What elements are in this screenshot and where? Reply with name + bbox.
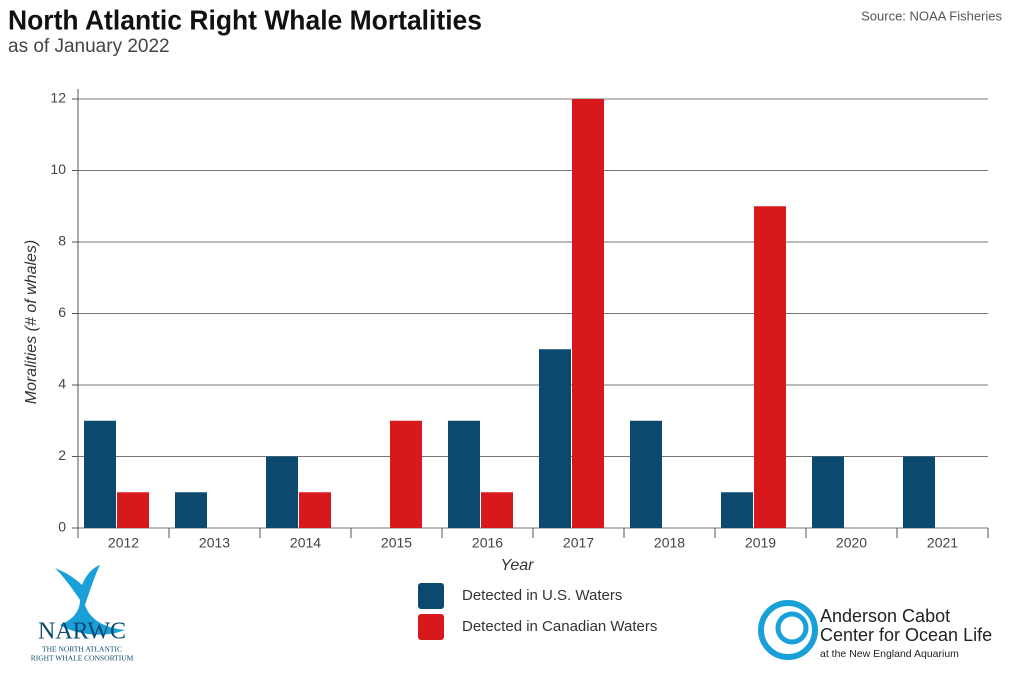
chart-subtitle: as of January 2022 xyxy=(8,36,170,57)
bar xyxy=(117,492,149,528)
chart-title: North Atlantic Right Whale Mortalities xyxy=(8,4,482,35)
logo-swirl xyxy=(775,611,809,645)
logo-text: Center for Ocean Life xyxy=(820,625,992,645)
y-tick-label: 10 xyxy=(50,161,66,177)
logo-text: at the New England Aquarium xyxy=(820,648,959,660)
legend-swatch xyxy=(418,614,444,640)
y-tick-label: 4 xyxy=(58,376,66,392)
bar xyxy=(299,492,331,528)
x-tick-label: 2013 xyxy=(199,535,230,551)
logo-text: THE NORTH ATLANTIC xyxy=(42,645,122,654)
y-tick-label: 6 xyxy=(58,304,66,320)
bar xyxy=(754,206,786,528)
y-tick-label: 2 xyxy=(58,447,66,463)
bar xyxy=(539,349,571,528)
x-tick-label: 2017 xyxy=(563,535,594,551)
bar xyxy=(266,456,298,528)
y-axis-label: Moralities (# of whales) xyxy=(23,240,40,405)
bar xyxy=(448,420,480,528)
logo-swirl xyxy=(758,600,818,660)
y-tick-label: 8 xyxy=(58,233,66,249)
bar xyxy=(481,492,513,528)
x-tick-label: 2019 xyxy=(745,535,776,551)
x-tick-label: 2012 xyxy=(108,535,139,551)
x-tick-label: 2015 xyxy=(381,535,412,551)
x-axis-label: Year xyxy=(501,557,535,574)
bar xyxy=(84,420,116,528)
x-tick-label: 2014 xyxy=(290,535,321,551)
whale-tail xyxy=(55,565,125,635)
bar xyxy=(721,492,753,528)
legend-label: Detected in U.S. Waters xyxy=(462,587,622,604)
legend-swatch xyxy=(418,583,444,609)
logo-text: NARWC xyxy=(38,619,126,645)
bar xyxy=(903,456,935,528)
x-tick-label: 2021 xyxy=(927,535,958,551)
x-tick-label: 2020 xyxy=(836,535,867,551)
source: Source: NOAA Fisheries xyxy=(861,8,1002,23)
bar xyxy=(630,420,662,528)
bar xyxy=(175,492,207,528)
bar xyxy=(572,99,604,528)
legend-label: Detected in Canadian Waters xyxy=(462,618,657,635)
x-tick-label: 2016 xyxy=(472,535,503,551)
logo-text: RIGHT WHALE CONSORTIUM xyxy=(31,654,134,663)
bar xyxy=(812,456,844,528)
bar xyxy=(390,420,422,528)
y-tick-label: 12 xyxy=(50,90,66,106)
aquarium-logo: Anderson Cabot Center for Ocean Life at … xyxy=(758,600,992,660)
x-tick-label: 2018 xyxy=(654,535,685,551)
logo-text: Anderson Cabot xyxy=(820,606,950,626)
y-tick-label: 0 xyxy=(58,519,66,535)
narwc-logo: NARWC THE NORTH ATLANTIC RIGHT WHALE CON… xyxy=(31,565,134,663)
